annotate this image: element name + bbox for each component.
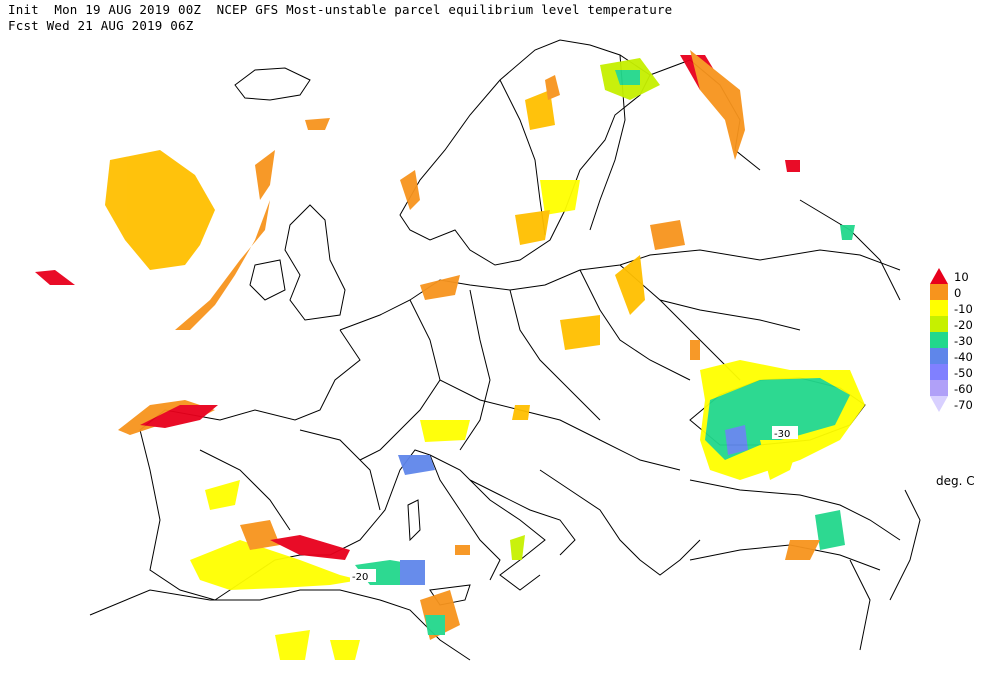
map-title: Init Mon 19 AUG 2019 00Z NCEP GFS Most-u… <box>8 2 673 17</box>
coastlines-and-borders <box>89 39 921 661</box>
legend-label--30: -30 <box>954 334 973 348</box>
legend-label--70: -70 <box>954 398 973 412</box>
temperature-shading <box>35 50 865 660</box>
legend-label--50: -50 <box>954 366 973 380</box>
legend-label--60: -60 <box>954 382 973 396</box>
legend-colorbar <box>930 268 948 412</box>
legend-label--20: -20 <box>954 318 973 332</box>
legend-swatch--70 <box>930 396 948 412</box>
legend-swatch--40 <box>930 348 948 364</box>
legend-swatch--30 <box>930 332 948 348</box>
contour-label-30: -30 <box>774 429 790 440</box>
forecast-time: Fcst Wed 21 AUG 2019 06Z <box>8 18 194 33</box>
legend-label--40: -40 <box>954 350 973 364</box>
contour-labels: -30 -20 <box>350 426 798 583</box>
legend-swatch-10 <box>930 268 948 284</box>
legend-swatch--20 <box>930 316 948 332</box>
legend-label--10: -10 <box>954 302 973 316</box>
legend-label-10: 10 <box>954 270 969 284</box>
legend-swatch--60 <box>930 380 948 396</box>
legend-swatch-0 <box>930 284 948 300</box>
contour-label-20: -20 <box>352 572 368 583</box>
legend-swatch--50 <box>930 364 948 380</box>
legend-label-0: 0 <box>954 286 962 300</box>
units-label: deg. C <box>936 474 975 488</box>
legend-swatch--10 <box>930 300 948 316</box>
